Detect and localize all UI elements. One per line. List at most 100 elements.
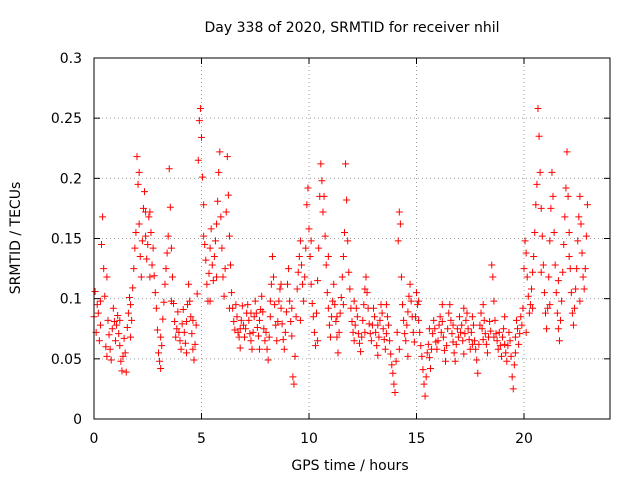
y-tick-label: 0.2: [60, 171, 82, 187]
data-point: [511, 333, 519, 341]
data-point: [329, 297, 337, 305]
data-point: [96, 297, 104, 305]
data-point: [333, 333, 341, 341]
data-point: [395, 345, 403, 353]
data-point: [577, 220, 585, 228]
y-tick-label: 0.3: [60, 51, 82, 67]
data-point: [139, 204, 147, 212]
data-point: [529, 304, 537, 312]
data-point: [273, 337, 281, 345]
data-point: [451, 357, 459, 365]
data-point: [282, 308, 290, 316]
data-point: [190, 356, 198, 364]
data-point: [560, 241, 568, 249]
data-point: [553, 309, 561, 317]
data-point: [500, 325, 508, 333]
data-point: [421, 392, 429, 400]
data-point: [271, 301, 279, 309]
data-point: [245, 316, 253, 324]
data-point: [223, 153, 231, 161]
data-point: [516, 330, 524, 338]
data-point: [291, 352, 299, 360]
data-point: [370, 304, 377, 312]
x-tick-label: 0: [90, 431, 99, 447]
data-point: [116, 316, 124, 324]
data-point: [461, 330, 469, 338]
data-point: [247, 337, 255, 345]
data-point: [534, 105, 542, 113]
data-point: [227, 261, 235, 269]
data-point: [327, 333, 334, 341]
data-point: [317, 160, 325, 168]
data-point: [266, 297, 274, 305]
data-point: [310, 328, 318, 336]
data-point: [507, 352, 515, 360]
data-point: [129, 284, 137, 292]
data-point: [460, 350, 468, 358]
data-point: [150, 272, 158, 280]
data-point: [164, 232, 172, 240]
data-point: [557, 316, 565, 324]
data-point: [350, 297, 358, 305]
data-point: [467, 328, 475, 336]
data-point: [402, 337, 410, 345]
data-point: [435, 321, 443, 329]
data-point: [496, 342, 504, 350]
data-point: [533, 180, 541, 188]
data-point: [248, 345, 256, 353]
data-point: [258, 292, 266, 300]
data-point: [215, 168, 223, 176]
data-point: [236, 344, 244, 352]
data-point: [207, 225, 215, 233]
data-point: [149, 244, 157, 252]
data-point: [446, 301, 454, 309]
data-point: [503, 357, 511, 365]
data-point: [403, 321, 411, 329]
data-point: [222, 208, 230, 216]
data-point: [266, 313, 274, 321]
data-point: [308, 299, 316, 307]
data-point: [302, 244, 310, 252]
data-point: [456, 313, 463, 321]
data-point: [200, 232, 208, 240]
data-point: [259, 308, 267, 316]
data-point: [213, 273, 221, 281]
data-point: [420, 380, 428, 388]
data-point: [188, 330, 196, 338]
data-point: [356, 339, 364, 347]
data-point: [121, 349, 129, 357]
data-point: [344, 237, 352, 245]
data-points: [90, 105, 591, 400]
data-point: [136, 253, 144, 261]
data-point: [578, 249, 586, 257]
data-point: [239, 321, 247, 329]
data-point: [386, 337, 394, 345]
data-point: [253, 324, 261, 332]
data-point: [522, 328, 530, 336]
data-point: [494, 345, 502, 353]
x-tick-label: 20: [515, 431, 533, 447]
data-point: [514, 325, 522, 333]
data-point: [127, 333, 135, 341]
data-point: [270, 273, 278, 281]
data-point: [112, 337, 119, 345]
data-point: [392, 357, 400, 365]
data-point: [246, 330, 254, 338]
data-point: [523, 273, 531, 281]
data-point: [358, 333, 366, 341]
data-point: [307, 280, 315, 288]
data-point: [159, 315, 167, 323]
data-point: [576, 192, 584, 200]
data-point: [311, 342, 319, 350]
data-point: [423, 349, 431, 357]
data-point: [276, 285, 284, 293]
data-point: [512, 316, 520, 324]
data-point: [261, 337, 269, 345]
data-point: [429, 330, 437, 338]
data-point: [176, 337, 184, 345]
y-axis-label: SRMTID / TECUs: [8, 182, 24, 295]
data-point: [388, 361, 396, 369]
data-point: [348, 318, 356, 326]
data-point: [178, 320, 186, 328]
data-point: [499, 333, 506, 341]
